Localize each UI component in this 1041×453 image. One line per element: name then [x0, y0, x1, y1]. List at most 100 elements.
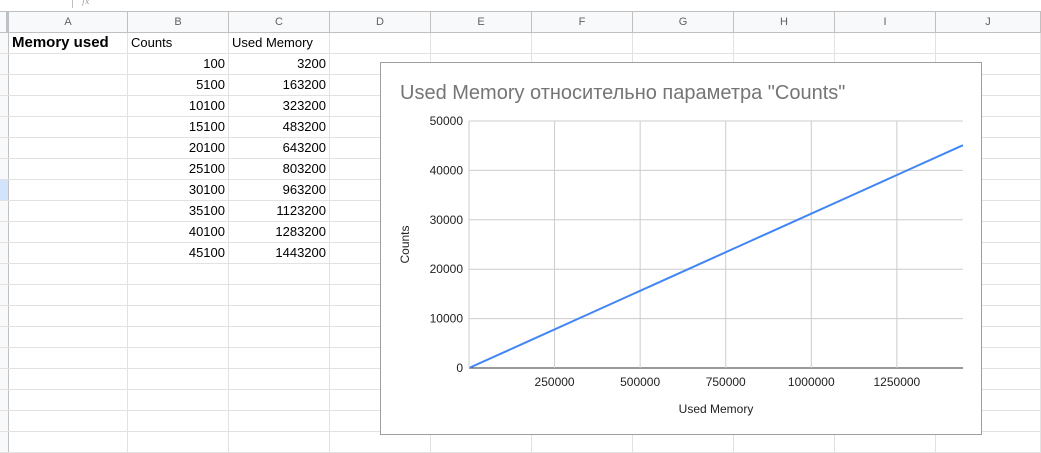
- counts-cell[interactable]: 5100: [128, 75, 229, 95]
- cell[interactable]: [633, 33, 734, 53]
- cell[interactable]: [9, 285, 128, 305]
- counts-cell[interactable]: 40100: [128, 222, 229, 242]
- cell[interactable]: [9, 201, 128, 221]
- header-cell-counts[interactable]: Counts: [128, 33, 229, 53]
- cell[interactable]: [9, 432, 128, 452]
- used-memory-cell[interactable]: 643200: [229, 138, 330, 158]
- cell[interactable]: [9, 96, 128, 116]
- cell[interactable]: [229, 306, 330, 326]
- used-memory-cell[interactable]: 803200: [229, 159, 330, 179]
- used-memory-cell[interactable]: 323200: [229, 96, 330, 116]
- used-memory-cell[interactable]: 483200: [229, 117, 330, 137]
- cell[interactable]: [835, 33, 936, 53]
- cell[interactable]: [128, 264, 229, 284]
- cell[interactable]: [229, 285, 330, 305]
- column-header-e[interactable]: E: [431, 12, 532, 33]
- cell[interactable]: [9, 54, 128, 74]
- cell[interactable]: [229, 369, 330, 389]
- cell[interactable]: [633, 432, 734, 452]
- select-all-corner[interactable]: [0, 12, 9, 33]
- row-header[interactable]: [0, 138, 9, 158]
- sheet-title-cell[interactable]: Memory used: [9, 33, 128, 53]
- line-chart[interactable]: Used Memory относительно параметра "Coun…: [380, 62, 982, 435]
- cell[interactable]: [9, 264, 128, 284]
- cell[interactable]: [229, 390, 330, 410]
- row-header[interactable]: [0, 327, 9, 347]
- cell[interactable]: [532, 33, 633, 53]
- column-header-b[interactable]: B: [128, 12, 229, 33]
- cell[interactable]: [431, 432, 532, 452]
- cell[interactable]: [835, 432, 936, 452]
- cell[interactable]: [9, 117, 128, 137]
- row-header[interactable]: [0, 369, 9, 389]
- cell[interactable]: [734, 432, 835, 452]
- used-memory-cell[interactable]: 3200: [229, 54, 330, 74]
- cell[interactable]: [9, 159, 128, 179]
- cell[interactable]: [9, 180, 128, 200]
- counts-cell[interactable]: 45100: [128, 243, 229, 263]
- cell[interactable]: [128, 327, 229, 347]
- counts-cell[interactable]: 35100: [128, 201, 229, 221]
- cell[interactable]: [128, 390, 229, 410]
- cell[interactable]: [9, 306, 128, 326]
- column-header-c[interactable]: C: [229, 12, 330, 33]
- row-header[interactable]: [0, 243, 9, 263]
- row-header[interactable]: [0, 75, 9, 95]
- cell[interactable]: [9, 222, 128, 242]
- used-memory-cell[interactable]: 963200: [229, 180, 330, 200]
- used-memory-cell[interactable]: 1123200: [229, 201, 330, 221]
- cell[interactable]: [532, 432, 633, 452]
- cell[interactable]: [330, 432, 431, 452]
- cell[interactable]: [431, 33, 532, 53]
- counts-cell[interactable]: 10100: [128, 96, 229, 116]
- cell[interactable]: [229, 348, 330, 368]
- row-header[interactable]: [0, 411, 9, 431]
- counts-cell[interactable]: 30100: [128, 180, 229, 200]
- column-header-j[interactable]: J: [936, 12, 1041, 33]
- cell[interactable]: [128, 369, 229, 389]
- row-header[interactable]: [0, 264, 9, 284]
- cell[interactable]: [128, 348, 229, 368]
- row-header[interactable]: [0, 54, 9, 74]
- cell[interactable]: [9, 348, 128, 368]
- used-memory-cell[interactable]: 163200: [229, 75, 330, 95]
- cell[interactable]: [9, 411, 128, 431]
- cell[interactable]: [229, 327, 330, 347]
- row-header[interactable]: [0, 117, 9, 137]
- row-header[interactable]: [0, 285, 9, 305]
- row-header[interactable]: [0, 390, 9, 410]
- row-header[interactable]: [0, 348, 9, 368]
- column-header-h[interactable]: H: [734, 12, 835, 33]
- cell[interactable]: [9, 138, 128, 158]
- cell[interactable]: [128, 285, 229, 305]
- cell[interactable]: [9, 243, 128, 263]
- row-header[interactable]: [0, 96, 9, 116]
- row-header[interactable]: [0, 159, 9, 179]
- cell[interactable]: [9, 390, 128, 410]
- column-header-a[interactable]: A: [9, 12, 128, 33]
- cell[interactable]: [9, 327, 128, 347]
- cell[interactable]: [229, 411, 330, 431]
- cell[interactable]: [128, 432, 229, 452]
- cell[interactable]: [229, 432, 330, 452]
- column-header-f[interactable]: F: [532, 12, 633, 33]
- counts-cell[interactable]: 20100: [128, 138, 229, 158]
- row-header[interactable]: [0, 180, 9, 200]
- cell[interactable]: [936, 33, 1041, 53]
- used-memory-cell[interactable]: 1443200: [229, 243, 330, 263]
- counts-cell[interactable]: 100: [128, 54, 229, 74]
- row-header[interactable]: [0, 222, 9, 242]
- cell[interactable]: [128, 411, 229, 431]
- header-cell-used-memory[interactable]: Used Memory: [229, 33, 330, 53]
- cell[interactable]: [9, 75, 128, 95]
- used-memory-cell[interactable]: 1283200: [229, 222, 330, 242]
- cell[interactable]: [128, 306, 229, 326]
- cell[interactable]: [734, 33, 835, 53]
- cell[interactable]: [330, 33, 431, 53]
- counts-cell[interactable]: 25100: [128, 159, 229, 179]
- row-header[interactable]: [0, 201, 9, 221]
- cell[interactable]: [9, 369, 128, 389]
- column-header-d[interactable]: D: [330, 12, 431, 33]
- column-header-g[interactable]: G: [633, 12, 734, 33]
- cell[interactable]: [229, 264, 330, 284]
